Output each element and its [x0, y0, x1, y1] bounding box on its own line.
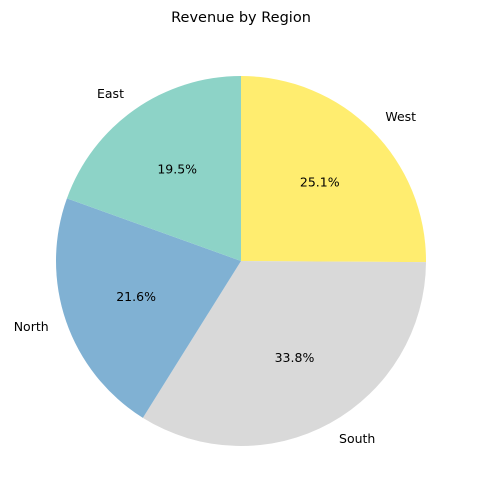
chart-title: Revenue by Region: [171, 10, 311, 26]
pie-slice-east: [66, 76, 241, 261]
pie-labels: West 25.1% South 33.8% North 21.6% East 19.5%: [14, 86, 416, 446]
slice-percent-east: 19.5%: [157, 162, 197, 177]
slice-label-east: East: [97, 86, 124, 101]
pie-slice-north: [55, 198, 242, 418]
pie-slices: [55, 76, 426, 446]
pie-slice-west: [241, 76, 426, 263]
slice-percent-south: 33.8%: [275, 350, 315, 365]
pie-slice-south: [142, 261, 426, 446]
slice-label-south: South: [339, 431, 375, 446]
slice-percent-north: 21.6%: [116, 289, 156, 304]
slice-percent-west: 25.1%: [300, 174, 340, 189]
slice-label-north: North: [14, 319, 49, 334]
slice-label-west: West: [385, 109, 416, 124]
